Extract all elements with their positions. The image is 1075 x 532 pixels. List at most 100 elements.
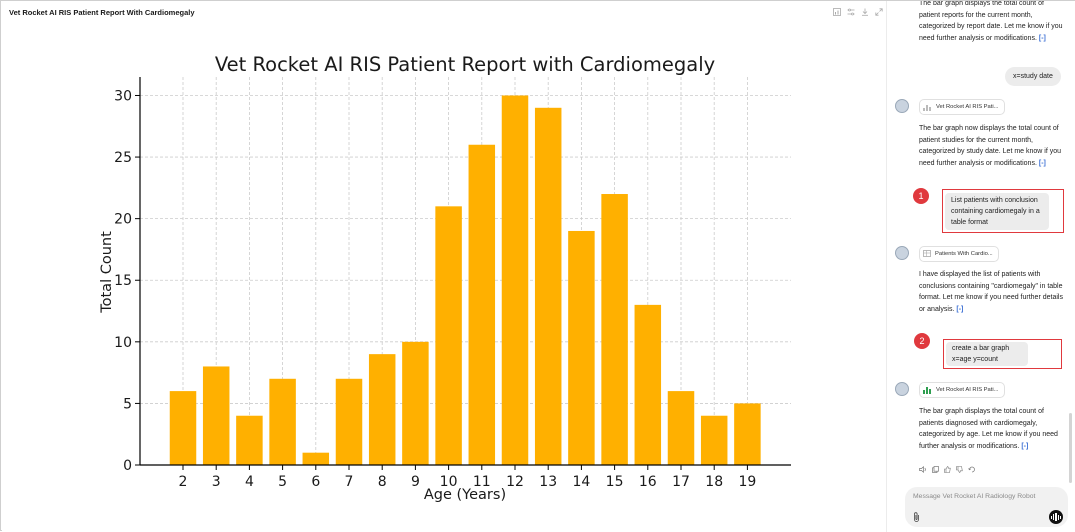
message-line: I have displayed the list of patients wi… xyxy=(919,271,1041,278)
chart-axes: 0 5 10 15 20 25 30 2 3 4 5 6 7 8 9 10 11 12 13 14 15 16 17 18 19 xyxy=(114,77,791,490)
bar-18 xyxy=(700,415,728,465)
chart-panel: Vet Rocket AI RIS Patient Report With Ca… xyxy=(2,2,886,531)
user-message: create a bar graph x=age y=count xyxy=(946,342,1028,366)
x-tick-label: 9 xyxy=(411,474,420,490)
bar-9 xyxy=(402,341,429,465)
message-line: categorized by study date. Let me know i… xyxy=(919,148,1062,156)
chart-bars xyxy=(169,95,761,466)
x-axis-label: Age (Years) xyxy=(424,487,506,503)
assistant-message: I have displayed the list of patients wi… xyxy=(919,269,1069,316)
x-tick-label: 19 xyxy=(738,474,756,490)
message-line: patient reports for the current month, xyxy=(919,11,1033,19)
bar-6 xyxy=(302,452,330,465)
message-line: conclusions containing "cardiomegaly" in… xyxy=(919,282,1063,290)
x-tick-label: 3 xyxy=(212,474,221,490)
thumbs-down-icon[interactable] xyxy=(956,460,963,478)
x-tick-label: 15 xyxy=(606,474,624,490)
bar-chart-icon xyxy=(923,386,932,394)
message-line: categorized by report date. Let me know … xyxy=(919,23,1063,31)
x-tick-label: 8 xyxy=(378,474,387,490)
message-line: The bar graph displays the total count o… xyxy=(919,1,1044,7)
message-line-text: further analysis or modifications. xyxy=(919,443,1020,451)
annotation-highlight-box xyxy=(943,339,1062,369)
regenerate-icon[interactable] xyxy=(968,460,976,478)
expand-icon[interactable] xyxy=(874,7,884,17)
y-tick-label: 0 xyxy=(123,458,132,474)
panel-divider xyxy=(886,1,887,532)
panel-toolbar xyxy=(832,7,884,17)
bar-19 xyxy=(734,403,761,465)
y-tick-label: 10 xyxy=(114,335,132,351)
message-line: categorized by age. Let me know if you n… xyxy=(919,431,1058,439)
message-line: need further analysis or modifications. … xyxy=(919,158,1069,170)
x-tick-label: 7 xyxy=(345,474,354,490)
bar-3 xyxy=(202,366,230,465)
message-line-text: need further analysis or modifications. xyxy=(919,160,1037,168)
bar-13 xyxy=(534,107,562,466)
chart-attachment-chip[interactable]: Vet Rocket AI RIS Pati... xyxy=(919,382,1005,398)
chat-scrollbar[interactable] xyxy=(1069,413,1072,483)
chart-attachment-chip[interactable]: Vet Rocket AI RIS Pati... xyxy=(919,99,1005,115)
y-tick-label: 30 xyxy=(114,88,132,104)
settings-sliders-icon[interactable] xyxy=(846,7,856,17)
x-tick-label: 13 xyxy=(539,474,557,490)
panel-title: Vet Rocket AI RIS Patient Report With Ca… xyxy=(9,8,195,17)
y-tick-label: 5 xyxy=(123,396,132,412)
bar-chart: Vet Rocket AI RIS Patient Report with Ca… xyxy=(99,53,791,503)
bar-15 xyxy=(601,194,628,465)
chip-label: Patients With Cardio... xyxy=(935,251,993,257)
copy-icon[interactable] xyxy=(932,460,939,478)
x-tick-label: 10 xyxy=(440,474,458,490)
source-link[interactable]: [-] xyxy=(956,306,964,314)
x-tick-label: 16 xyxy=(639,474,657,490)
bar-5 xyxy=(269,378,296,465)
message-line: need further analysis or modifications. … xyxy=(919,33,1069,45)
chart-title: Vet Rocket AI RIS Patient Report with Ca… xyxy=(215,53,715,76)
x-tick-label: 6 xyxy=(311,474,320,490)
assistant-avatar xyxy=(895,99,909,113)
message-line: or analysis. [-] xyxy=(919,304,1069,316)
assistant-message: The bar graph displays the total count o… xyxy=(919,1,1069,45)
y-axis-label: Total Count xyxy=(99,231,115,314)
x-tick-label: 18 xyxy=(705,474,723,490)
voice-mode-icon[interactable] xyxy=(1049,510,1063,524)
message-actions xyxy=(919,460,976,478)
bar-chart-icon xyxy=(923,103,932,111)
message-line: patient studies for the current month, xyxy=(919,136,1034,144)
message-line: format. Let me know if you need further … xyxy=(919,294,1063,302)
chip-label: Vet Rocket AI RIS Pati... xyxy=(936,387,999,393)
message-line: The bar graph displays the total count o… xyxy=(919,408,1044,415)
x-tick-label: 14 xyxy=(572,474,590,490)
source-link[interactable]: [-] xyxy=(1038,160,1046,168)
source-link[interactable]: [-] xyxy=(1038,35,1046,43)
x-tick-label: 5 xyxy=(278,474,287,490)
x-tick-label: 11 xyxy=(473,474,491,490)
paperclip-icon[interactable] xyxy=(913,512,921,522)
bar-2 xyxy=(169,391,197,465)
chart-type-icon[interactable] xyxy=(832,7,842,17)
user-message: x=study date xyxy=(1005,67,1061,86)
table-attachment-chip[interactable]: Patients With Cardio... xyxy=(919,246,999,262)
message-line: patients diagnosed with cardiomegaly, xyxy=(919,419,1038,427)
message-line-text: need further analysis or modifications. xyxy=(919,35,1037,43)
assistant-message: The bar graph now displays the total cou… xyxy=(919,123,1069,170)
annotation-badge-1: 1 xyxy=(913,188,929,204)
bar-7 xyxy=(335,378,363,465)
message-composer xyxy=(905,487,1068,527)
source-link[interactable]: [-] xyxy=(1021,443,1029,451)
read-aloud-icon[interactable] xyxy=(919,460,927,478)
bar-17 xyxy=(667,391,695,465)
assistant-message: The bar graph displays the total count o… xyxy=(919,406,1069,453)
bar-14 xyxy=(568,230,595,465)
message-line: further analysis or modifications. [-] xyxy=(919,441,1069,453)
assistant-avatar xyxy=(895,382,909,396)
message-input[interactable] xyxy=(913,493,1043,500)
bar-11 xyxy=(468,144,496,465)
chat-panel: The bar graph displays the total count o… xyxy=(887,1,1075,532)
thumbs-up-icon[interactable] xyxy=(944,460,951,478)
download-icon[interactable] xyxy=(860,7,870,17)
annotation-highlight-box xyxy=(942,189,1064,233)
bar-12 xyxy=(501,95,529,465)
message-line: The bar graph now displays the total cou… xyxy=(919,125,1059,132)
